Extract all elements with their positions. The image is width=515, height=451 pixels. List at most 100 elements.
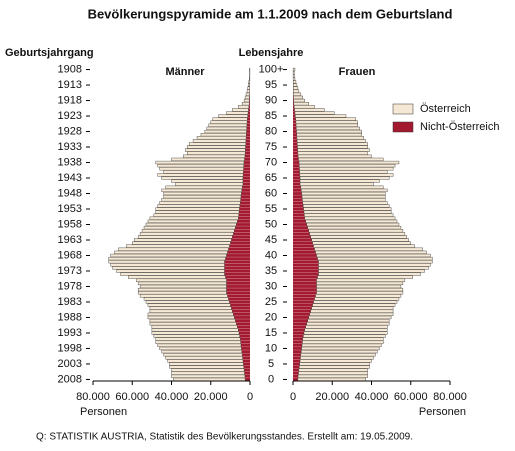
bar [139,232,234,236]
bar [249,99,250,102]
bar [243,161,250,164]
bar [230,303,250,307]
bar [306,322,390,326]
bar [224,269,250,273]
bar [295,114,347,118]
bar [171,371,245,375]
bar [192,139,247,143]
bar [118,247,229,251]
bar [293,322,307,326]
bar [293,114,296,118]
bar [232,309,250,313]
bar [212,117,248,121]
bar [293,145,298,149]
bar [301,188,388,193]
bar [293,288,317,292]
bar [249,102,250,106]
bar [237,325,250,329]
y2-tick-label: 2008 [58,373,82,385]
bar [293,136,297,140]
bar [241,347,250,350]
bar [297,377,366,382]
bar [303,207,392,211]
bar [149,318,236,323]
bar [293,235,311,239]
y2-tick-label: 1973 [58,265,82,277]
bar [242,176,250,180]
bar [226,278,250,282]
bar [225,275,250,279]
bar [139,294,228,298]
bar [196,136,247,140]
legend-label: Nicht-Österreich [420,121,499,133]
bar [246,133,250,137]
bar [206,126,247,131]
bar [292,74,295,78]
bar [296,139,366,143]
y-tick-label: 60 [265,187,277,199]
bar [293,139,298,143]
bar [165,356,243,360]
y-tick-label: 10 [265,342,277,354]
bar [238,213,250,217]
bar [293,117,296,121]
bar [163,170,244,174]
bar [293,188,302,192]
bar [235,226,250,230]
bar [316,281,404,286]
bar [245,92,250,96]
bar [243,173,250,177]
bar [248,80,251,84]
bar [293,142,298,146]
bar [126,244,230,248]
bar [134,238,232,242]
bar [239,204,250,208]
y-tick-label: 30 [265,280,277,292]
y2-tick-label: 1938 [58,156,82,168]
bar [300,185,384,189]
bar [309,312,394,316]
bar [247,120,250,124]
bar [233,232,250,236]
bar [246,89,250,93]
bar [243,170,250,174]
y2-tick-label: 1953 [58,203,82,215]
bar [240,195,250,199]
y-tick-label: 0 [268,373,274,385]
bar [226,111,249,115]
bar [247,117,250,121]
bar [248,108,250,112]
bar [313,244,415,248]
bar [143,297,229,301]
bar [108,260,225,264]
bar [293,161,300,164]
y2-tick-label: 1958 [58,218,82,230]
bar [147,315,235,320]
bar [293,195,303,199]
y-tick-label: 15 [265,327,277,339]
bar [159,201,241,205]
bar [231,238,250,242]
bar [242,179,250,183]
bar [293,281,317,285]
bar [151,328,239,332]
bar [293,133,297,137]
bar [317,275,413,279]
bar [293,300,314,304]
bar [167,359,244,363]
bar [293,263,319,267]
bar [301,194,386,199]
x-tick-label: 80.000 [76,391,110,403]
y2-tick-label: 1968 [58,249,82,261]
bar [293,157,299,161]
bar [318,272,421,276]
bar [316,278,406,282]
bar [305,219,398,224]
bar [293,120,296,124]
bar [293,365,300,369]
bar [293,260,319,264]
bar [299,167,394,171]
bar [298,368,368,372]
bar [293,182,301,186]
